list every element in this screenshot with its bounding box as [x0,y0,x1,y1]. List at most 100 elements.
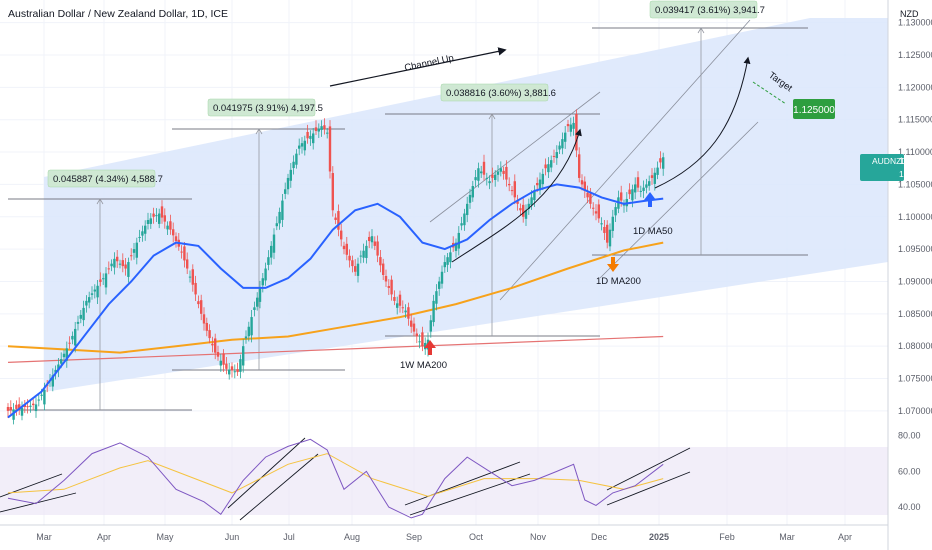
candle [6,403,10,418]
candle [499,161,502,177]
candle-body [71,335,74,340]
candle [334,213,337,225]
candle-body [194,282,197,295]
candle [418,334,421,349]
candle-body [317,128,320,132]
candle [20,401,24,421]
candle-body [544,164,547,169]
time-tick-label: Feb [719,532,735,542]
candle [300,137,304,154]
candle [345,236,348,261]
measure-label-box [207,98,316,117]
candle [222,349,225,372]
candle-body [68,342,71,344]
candle [384,269,388,288]
candle [9,400,12,417]
time-tick-label: Dec [591,532,608,542]
candle-body [659,158,662,163]
candle [522,197,525,223]
candle-body [468,194,472,203]
candle [569,117,572,137]
candle [488,175,491,190]
time-tick-label: Aug [344,532,360,542]
candle [642,180,645,199]
candle [71,331,74,345]
price-tick-label: 1.105000 [898,179,932,189]
candle [214,333,217,360]
candle-body [132,249,136,253]
candle [645,178,648,194]
candle-body [592,207,595,209]
candle [225,357,228,375]
candle [547,157,550,179]
price-axis[interactable]: 1.130000 1.125000 1.120000 1.115000 1.110000… [898,18,932,416]
measure-arrowhead [697,27,705,34]
price-tick-label: 1.075000 [898,374,932,384]
candle-body [124,264,127,269]
candle-body [558,145,561,150]
candle-body [597,204,600,219]
candle [443,255,446,273]
time-tick-label: Mar [36,532,52,542]
candle-body [278,211,281,224]
candle-body [424,342,427,350]
candle [558,141,561,155]
candle [634,177,637,200]
candle [272,228,276,260]
candle-body [513,181,516,198]
candle [76,315,80,331]
candle [68,336,71,349]
candle-body [382,263,385,275]
candle [611,209,614,238]
candle [485,172,488,186]
candle-body [174,236,178,242]
candle [541,168,544,191]
candle-body [281,200,284,220]
price-tick-label: 1.070000 [898,406,932,416]
candle-body [373,241,376,246]
measure-arrowhead [488,113,496,120]
rsi-band [0,447,888,515]
candle [314,120,318,136]
candle-body [76,321,80,324]
candle [110,259,113,272]
countdown-label: 12:36:29 [899,169,932,179]
candle-body [110,263,113,267]
candle-body [264,268,267,281]
price-tick-label: 1.090000 [898,276,932,286]
last-price-box [860,154,904,181]
candle [639,185,642,198]
candle [284,182,287,200]
candle [415,328,418,344]
candle [566,119,570,132]
candle [298,138,301,156]
candle-body [482,161,486,175]
candle-body [569,124,572,132]
candle-body [146,220,150,224]
measure-label-box [440,83,549,102]
candle [138,229,141,243]
time-axis[interactable]: Mar Apr May Jun Jul Aug Sep Oct Nov Dec 2025 Feb Mar… [36,532,852,542]
candle [494,170,497,187]
candle [505,160,508,187]
candle-body [258,287,262,302]
candle-body [200,300,203,314]
candle [141,225,144,242]
candle [194,275,197,301]
candle-body [306,131,309,139]
candle-body [104,273,108,288]
candle [104,267,108,295]
candle [65,341,68,368]
candle [594,204,598,221]
candle [85,295,88,313]
candle-body [331,173,334,211]
candle [303,135,306,156]
price-tick-label: 1.130000 [898,18,932,28]
candle [149,213,152,229]
candle-body [253,307,256,310]
measure-label: 0.038816 (3.60%) 3,881.6 [446,88,556,99]
wma200-arrow-icon [424,340,436,355]
candle [239,354,242,379]
channel-inner-line [499,19,751,301]
